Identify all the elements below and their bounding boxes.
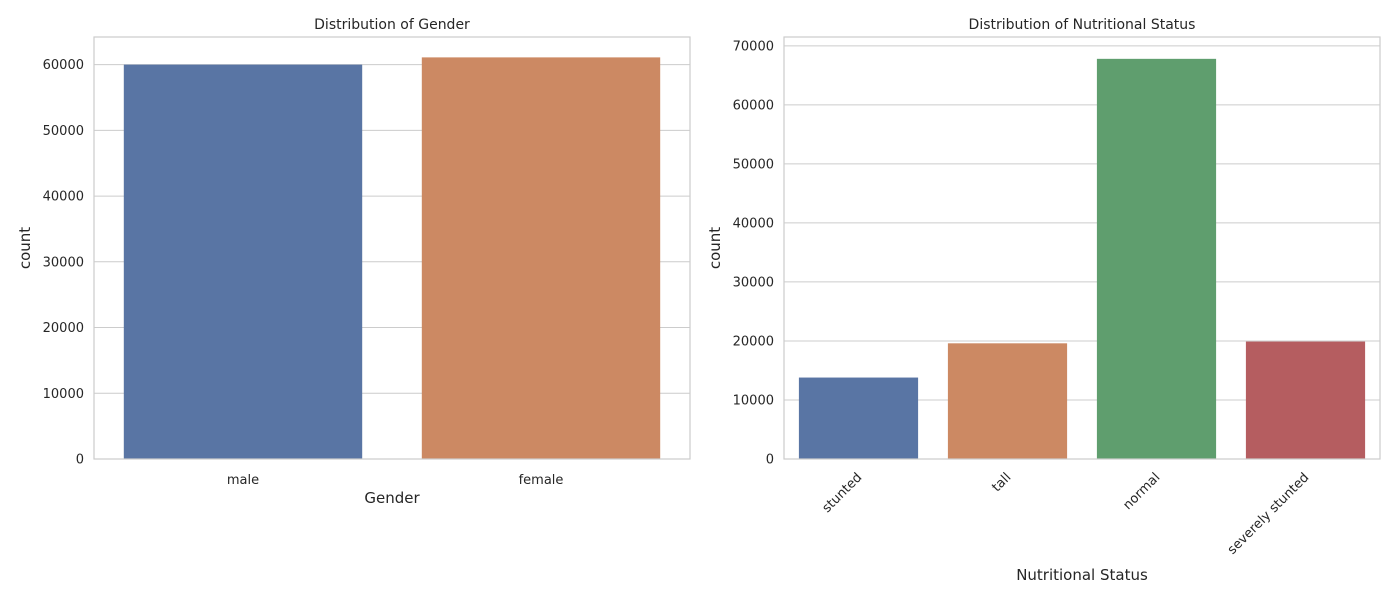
y-tick-label: 0 [766,453,774,468]
bar [421,57,661,459]
y-tick-label: 10000 [733,393,774,408]
y-tick-label: 20000 [733,334,774,349]
plot-frame [783,36,1381,460]
y-tick-label: 20000 [43,321,84,336]
x-tick-label: tall [989,470,1014,495]
y-tick-label: 0 [76,453,84,468]
y-tick-label: 60000 [43,58,84,73]
y-tick-label: 50000 [43,124,84,139]
bar [798,377,919,459]
y-tick-label: 30000 [43,255,84,270]
y-tick-label: 40000 [733,216,774,231]
y-tick-label: 60000 [733,98,774,113]
y-tick-label: 30000 [733,275,774,290]
y-axis-label: count [706,227,724,269]
chart-title: Distribution of Gender [314,17,470,33]
y-tick-label: 40000 [43,190,84,205]
bar [947,343,1068,459]
bar [1245,341,1366,459]
y-tick-label: 50000 [733,157,774,172]
y-tick-label: 10000 [43,387,84,402]
x-tick-label: female [519,473,564,488]
chart-panel: 0 10000 20000 30000 40000 50000 60000 70000 stun… [706,17,1381,584]
x-tick-label: stunted [820,470,866,516]
chart-title: Distribution of Nutritional Status [969,17,1196,33]
plot-frame [93,36,691,460]
chart-panel: 0 10000 20000 30000 40000 50000 60000 male femal… [16,17,691,507]
y-tick-label: 70000 [733,39,774,54]
x-axis-label: Gender [364,489,420,507]
x-tick-label: severely stunted [1225,470,1312,557]
x-tick-label: normal [1121,470,1164,513]
bar [1096,58,1217,459]
bar [123,64,363,459]
y-axis-label: count [16,227,34,269]
x-tick-label: male [227,473,259,488]
x-axis-label: Nutritional Status [1016,566,1148,584]
